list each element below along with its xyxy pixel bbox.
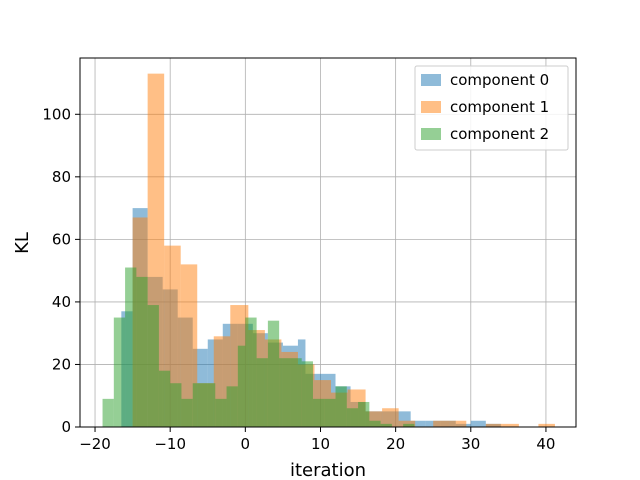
histogram-bar-component-2	[102, 398, 114, 427]
histogram-bar-component-2	[192, 383, 204, 427]
histogram-bar-component-2	[380, 423, 392, 427]
histogram-bar-component-2	[403, 423, 415, 427]
y-tick-label: 40	[52, 293, 71, 311]
histogram-bar-component-2	[279, 358, 291, 427]
histogram-bar-component-2	[237, 345, 246, 427]
histogram-bar-component-2	[335, 386, 347, 427]
x-tick-label: −20	[79, 435, 111, 453]
x-axis-ticks: −20 −10 0 10 20 30 40	[79, 427, 555, 453]
legend-swatch-component-2	[421, 128, 441, 140]
y-tick-label: 60	[52, 230, 71, 248]
histogram-bar-component-2	[324, 398, 336, 427]
histogram-bar-component-2	[301, 361, 313, 427]
x-tick-label: −10	[154, 435, 186, 453]
histogram-bar-component-1	[398, 420, 416, 427]
histogram-bar-component-0	[425, 420, 441, 427]
histogram-bar-component-1	[449, 420, 467, 427]
legend-box	[414, 65, 569, 151]
y-tick-label: 80	[52, 168, 71, 186]
histogram-bar-component-2	[369, 420, 381, 427]
histogram-bar-component-2	[136, 276, 148, 427]
x-tick-label: 40	[536, 435, 555, 453]
y-tick-label: 0	[61, 418, 71, 436]
histogram-bar-component-2	[358, 401, 370, 427]
legend-swatch-component-0	[421, 74, 441, 86]
histogram-bar-component-2	[267, 320, 280, 427]
histogram-bar-component-2	[256, 358, 268, 427]
histogram-bars	[102, 73, 555, 427]
y-axis-ticks: 0 20 40 60 80 100	[42, 105, 80, 436]
histogram-bar-component-1	[538, 423, 555, 427]
y-tick-label: 20	[52, 355, 71, 373]
histogram-bar-component-2	[312, 398, 325, 427]
histogram-bar-component-2	[170, 383, 182, 427]
histogram-bar-component-0	[470, 420, 486, 427]
x-tick-label: 30	[461, 435, 480, 453]
histogram-bar-component-2	[147, 305, 159, 427]
histogram-bar-component-2	[181, 398, 193, 427]
legend-swatch-component-1	[421, 101, 441, 113]
histogram-bar-component-0	[410, 420, 426, 427]
y-axis-label: KL	[12, 232, 33, 254]
histogram-bar-component-2	[346, 408, 359, 427]
histogram-bar-component-1	[502, 423, 519, 427]
x-tick-label: 20	[386, 435, 405, 453]
histogram-bar-component-2	[204, 383, 216, 427]
legend-label-component-0: component 0	[450, 71, 549, 89]
x-axis-label: iteration	[290, 460, 366, 480]
histogram-bar-component-2	[113, 317, 126, 427]
histogram-bar-component-2	[290, 358, 302, 427]
y-tick-label: 100	[42, 105, 71, 123]
legend: component 0 component 1 component 2	[414, 65, 569, 151]
histogram-bar-component-2	[245, 317, 257, 427]
legend-label-component-2: component 2	[450, 125, 549, 143]
histogram-bar-component-2	[226, 386, 238, 427]
plot-frame	[79, 57, 577, 428]
x-tick-label: 10	[311, 435, 330, 453]
histogram-bar-component-2	[215, 398, 227, 427]
histogram-bar-component-2	[158, 370, 171, 427]
histogram-bar-component-1	[382, 408, 399, 427]
x-tick-label: 0	[241, 435, 251, 453]
histogram-bar-component-2	[125, 267, 137, 427]
histogram-bar-component-1	[485, 423, 503, 427]
histogram-bar-component-1	[433, 420, 450, 427]
legend-label-component-1: component 1	[450, 98, 549, 116]
